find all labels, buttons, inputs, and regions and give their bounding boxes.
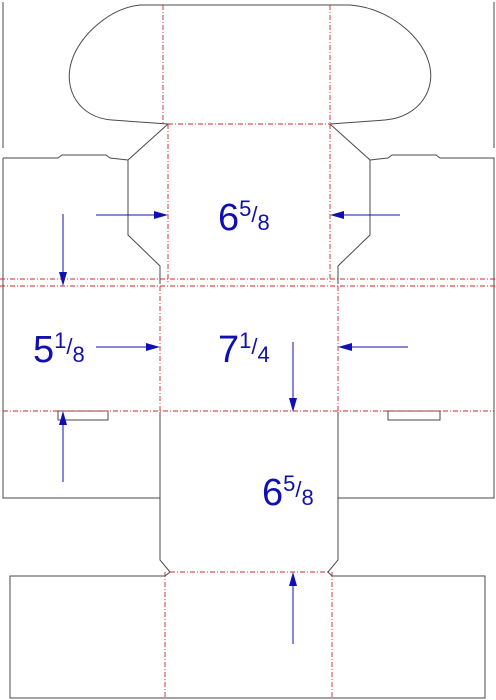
dim-side-panel: 51/8: [33, 328, 85, 371]
dim-bottom-panel: 65/8: [262, 471, 314, 514]
dimension-arrows: [59, 211, 408, 644]
left-tuck-slot: [57, 410, 109, 421]
arrowhead-top-right: [330, 211, 344, 219]
arrowhead-mid-left: [146, 343, 160, 351]
dim-top-panel: 65/8: [218, 196, 270, 239]
left-side-outline: [2, 154, 171, 573]
right-dust-flap: [329, 123, 371, 284]
fold-lines: [0, 5, 496, 698]
right-tuck-slot: [387, 410, 441, 421]
arrowhead-bottom-up: [289, 572, 297, 586]
arrowhead-mid-right: [338, 343, 352, 351]
arrowhead-mid-down: [289, 398, 297, 412]
right-side-outline: [327, 154, 495, 573]
dimension-labels: 65/8 71/4 51/8 65/8: [33, 196, 314, 514]
arrowhead-side-up: [59, 411, 67, 425]
top-tuck-flap: [68, 4, 432, 125]
arrowhead-top-left: [154, 211, 168, 219]
left-dust-flap: [127, 123, 169, 284]
bottom-flap: [9, 571, 486, 699]
arrowhead-side-down: [59, 272, 67, 286]
dim-middle-panel: 71/4: [218, 328, 270, 371]
